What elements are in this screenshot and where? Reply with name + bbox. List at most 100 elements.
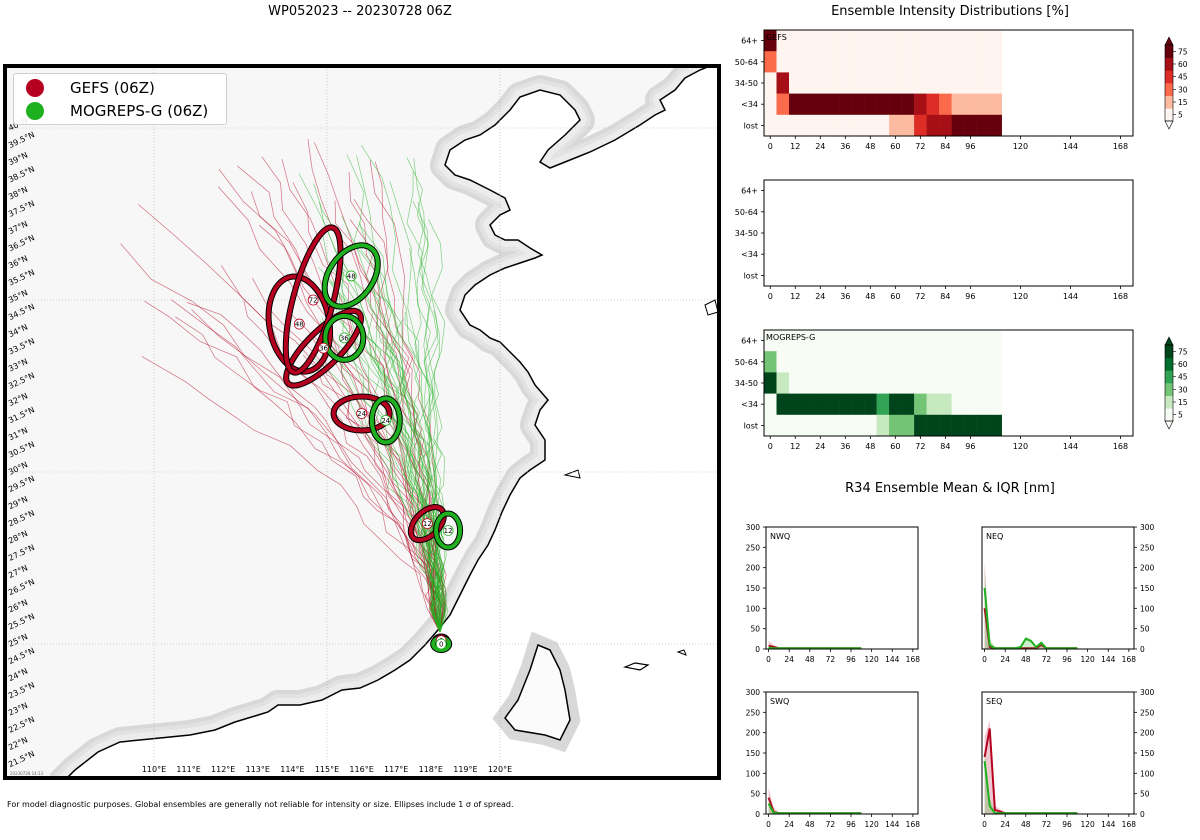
heatmap-cell <box>814 114 827 137</box>
iqr-band-gefs <box>984 561 1078 649</box>
island <box>622 662 650 671</box>
mogreps-mean-hour-label: 36 <box>340 334 349 342</box>
r34-tick-label: 250 <box>1140 543 1155 552</box>
heatmap-cell <box>876 351 890 373</box>
colorbar-tick-label: 75 <box>1178 47 1188 56</box>
heatmap-cell <box>776 114 790 137</box>
forecast-hour-label: 0 <box>766 655 771 664</box>
map-frame <box>3 64 721 780</box>
ensemble-track <box>309 333 441 633</box>
ensemble-track <box>361 144 441 633</box>
colorbar-tick-label: 30 <box>1178 85 1188 94</box>
heatmap-cell <box>851 114 865 137</box>
heatmap-cell <box>951 30 965 52</box>
heatmap-cell <box>851 30 865 52</box>
mogreps-mean-marker <box>442 525 454 536</box>
forecast-hour-label: 144 <box>885 655 900 664</box>
heatmap-cell <box>851 414 865 437</box>
colorbar-segment <box>1165 345 1173 358</box>
mogreps-colorbar: 5 15 30 45 60 75 <box>1164 336 1188 430</box>
heatmap-cell <box>764 414 777 437</box>
heatmap-cell <box>889 30 902 52</box>
ensemble-track <box>186 302 441 633</box>
lon-tick-label: 117°E <box>384 765 408 774</box>
intensity-bin-label: 50-64 <box>735 58 758 67</box>
forecast-hour-label: 48 <box>865 142 875 151</box>
heatmap-cell <box>789 51 802 73</box>
forecast-hour-label: 48 <box>805 655 815 664</box>
heatmap-cell <box>764 51 777 73</box>
ensemble-track <box>373 271 447 633</box>
r34-tick-label: 200 <box>746 564 761 573</box>
forecast-hour-label: 120 <box>864 655 879 664</box>
heatmap-cell <box>826 72 840 94</box>
colorbar-segment <box>1165 57 1173 71</box>
lon-tick-label: 118°E <box>419 765 443 774</box>
r34-tick-label: 0 <box>1140 645 1145 654</box>
heatmap-cell <box>976 330 990 352</box>
gefs-mean-hour-label: 48 <box>295 321 304 329</box>
heatmap-cell <box>839 114 852 137</box>
lon-tick-label: 110°E <box>142 765 166 774</box>
colorbar-top-arrow <box>1164 336 1174 346</box>
heatmap-cell <box>914 351 927 373</box>
heatmap-cell <box>864 114 877 137</box>
intensity-bin-label: 34-50 <box>735 79 758 88</box>
heatmap-cell <box>951 393 965 416</box>
heatmap-cell <box>951 330 965 352</box>
heatmap-cell <box>951 372 965 394</box>
forecast-hour-label: 48 <box>865 442 875 451</box>
gefs-colorbar: 5 15 30 45 60 75 <box>1164 36 1188 130</box>
forecast-hour-label: 168 <box>1122 655 1137 664</box>
heatmap-cell <box>851 351 865 373</box>
heatmap-cell <box>776 51 790 73</box>
heatmap-cell <box>876 93 890 116</box>
map-legend: GEFS (06Z) MOGREPS-G (06Z) <box>13 73 227 125</box>
mean-line-gefs <box>767 797 862 815</box>
heatmap-cell <box>926 30 940 52</box>
heatmap-cell <box>864 30 877 52</box>
heatmap-cell <box>864 414 877 437</box>
colorbar-segment <box>1165 83 1173 96</box>
heatmap-cell <box>839 393 852 416</box>
heatmap-cell <box>826 30 840 52</box>
intensity-bin-label: <34 <box>741 100 758 109</box>
heatmap-cell <box>814 414 827 437</box>
heatmap-cell <box>851 393 865 416</box>
forecast-hour-label: 72 <box>1042 820 1052 829</box>
heatmap-cell <box>789 93 802 116</box>
r34-tick-label: 250 <box>746 708 761 717</box>
heatmap-cell <box>814 351 827 373</box>
colorbar-tick-label: 45 <box>1178 373 1188 382</box>
mogreps-mean-marker <box>338 332 350 344</box>
heatmap-cell <box>801 351 815 373</box>
heatmap-cell <box>926 351 940 373</box>
forecast-hour-label: 0 <box>982 820 987 829</box>
heatmap-cell <box>764 351 777 373</box>
heatmap-cell <box>776 330 790 352</box>
heatmap-cell <box>914 393 927 416</box>
mogreps-marker-icon <box>26 102 44 120</box>
heatmap-cell <box>926 72 940 94</box>
ensemble-track <box>404 311 446 633</box>
panel-frame <box>765 691 919 815</box>
heatmap-cell <box>914 372 927 394</box>
mean-line-mogreps-g <box>767 803 862 815</box>
heatmap-cell <box>876 372 890 394</box>
heatmap-cell <box>939 93 952 116</box>
heatmap-cell <box>939 351 952 373</box>
heatmap-cell <box>801 114 815 137</box>
heatmap-cell <box>926 372 940 394</box>
quadrant-label: NWQ <box>770 532 790 541</box>
heatmap-cell <box>839 72 852 94</box>
r34-tick-label: 0 <box>755 810 760 819</box>
heatmap-cell <box>876 330 890 352</box>
panel-model-label: MOGREPS-G <box>766 333 815 342</box>
forecast-hour-label: 168 <box>1122 820 1137 829</box>
ensemble-track <box>340 256 449 633</box>
heatmap-cell <box>926 93 940 116</box>
colorbar-segment <box>1165 70 1173 84</box>
forecast-hour-label: 24 <box>1000 655 1010 664</box>
heatmap-cell <box>926 393 940 416</box>
colorbar-bottom-arrow <box>1164 420 1174 430</box>
